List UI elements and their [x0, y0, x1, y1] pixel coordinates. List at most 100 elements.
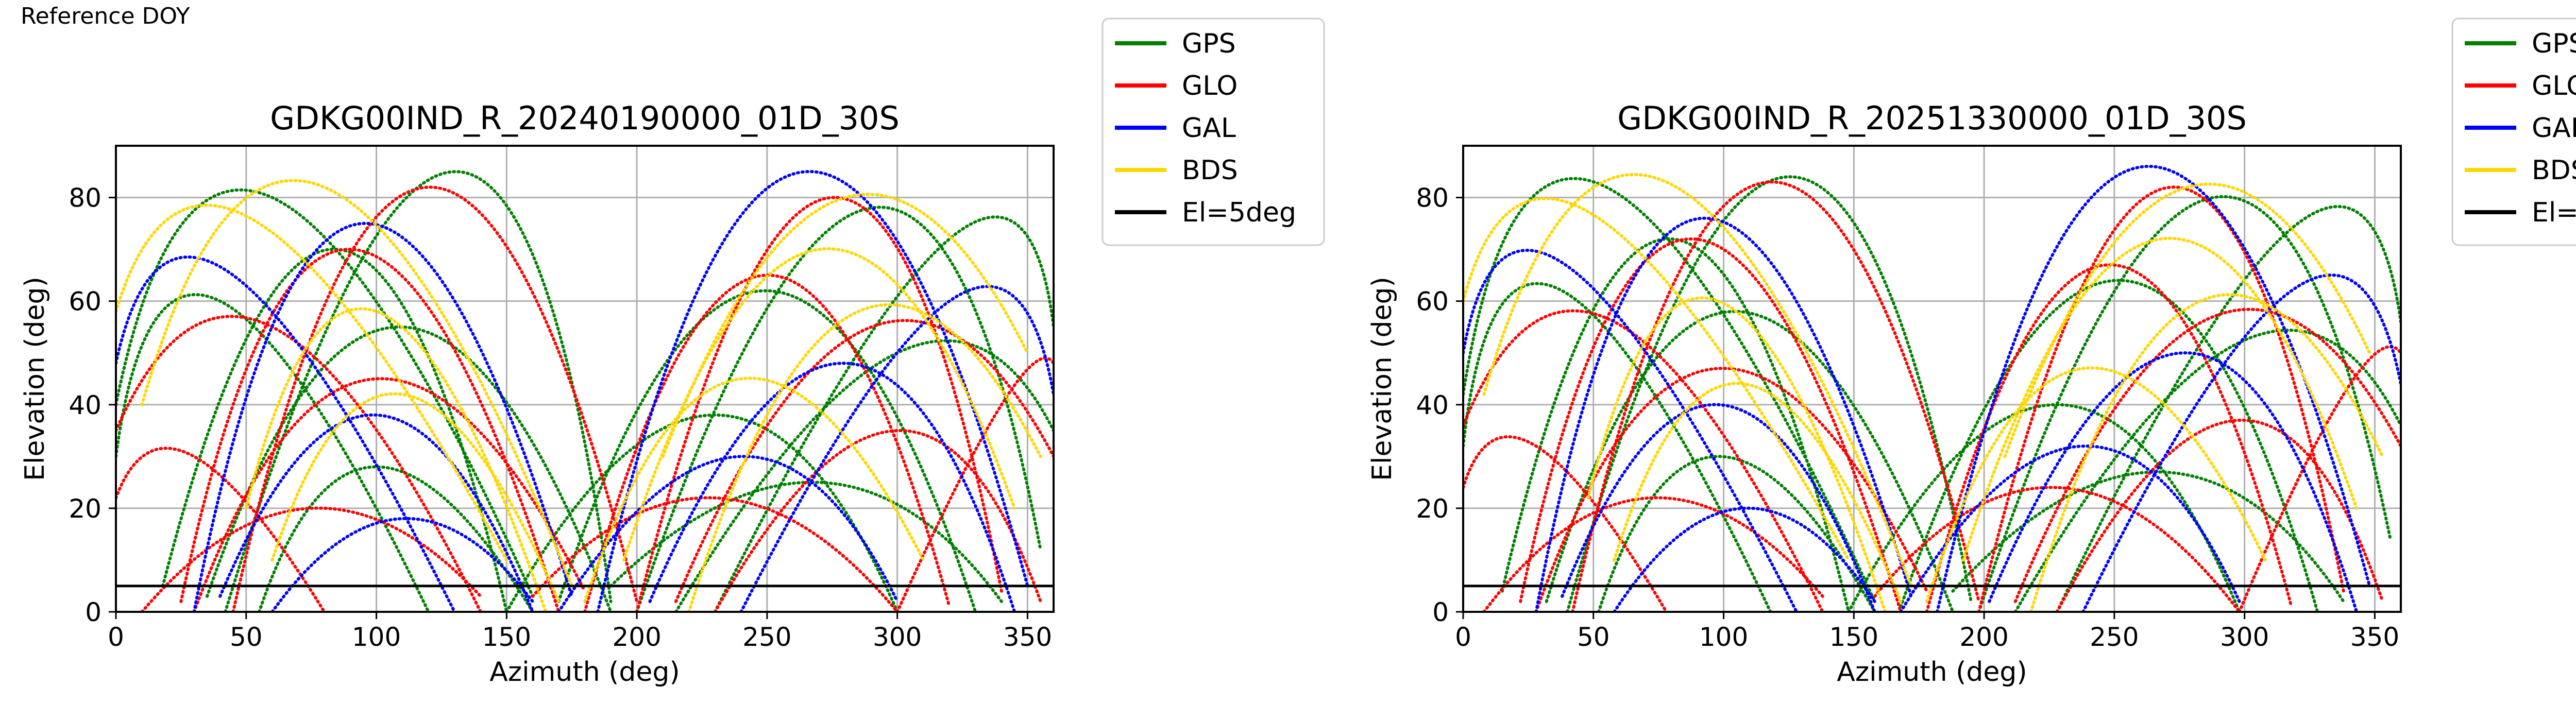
x-tick-label: 0 [108, 622, 124, 652]
track-glo [713, 429, 1042, 612]
track-gal [739, 285, 1054, 612]
track-gal [1561, 403, 1876, 612]
track-gal [192, 221, 573, 612]
track-bds [1961, 236, 2359, 562]
y-tick-label: 60 [1416, 287, 1449, 317]
track-glo [1482, 496, 1824, 612]
track-glo [179, 248, 561, 612]
legend-label: BDS [1182, 155, 1238, 186]
track-bds [244, 307, 548, 612]
track-gps [557, 289, 977, 612]
track-glo [1534, 367, 1928, 612]
track-gps [258, 465, 534, 612]
chart-panel-left: 0 50 100 150 200 250 300 350 0 20 40 60 80 GDKG00IND_… [20, 18, 1325, 688]
x-tick-label: 200 [1959, 622, 2008, 652]
y-tick-label: 40 [1416, 390, 1449, 420]
x-tick-label: 50 [230, 622, 263, 652]
y-tick-label: 80 [69, 183, 101, 213]
x-tick-label: 350 [2350, 622, 2399, 652]
x-axis-label: Azimuth (deg) [1837, 657, 2027, 688]
track-glo [116, 447, 326, 612]
track-glo [2013, 307, 2401, 603]
track-glo [531, 496, 899, 612]
track-gal [1613, 506, 1876, 612]
track-gps [1597, 455, 1876, 612]
y-tick-label: 20 [69, 494, 101, 524]
track-gps [1566, 175, 1973, 612]
track-glo [1873, 486, 2241, 612]
legend-label: GLO [2532, 71, 2576, 101]
legend-label: GPS [2532, 28, 2576, 59]
track-gal [2081, 273, 2401, 612]
legend-label: GAL [1182, 113, 1236, 144]
y-axis-label: Elevation (deg) [1367, 277, 1398, 481]
track-gps [713, 215, 1054, 612]
track-gps [1899, 279, 2319, 612]
track-bds [1482, 173, 1913, 588]
track-glo [635, 196, 1003, 612]
track-gps [1847, 403, 2241, 612]
track-glo [1925, 263, 2293, 612]
track-bds [1613, 382, 1903, 603]
x-tick-label: 100 [352, 622, 401, 652]
legend-box [1101, 18, 1325, 246]
track-bds [116, 203, 509, 562]
track-gal [557, 455, 899, 612]
track-glo [895, 356, 1054, 612]
legend-label: El=5deg [2532, 197, 2576, 228]
track-gal [596, 170, 1029, 612]
x-tick-label: 250 [2090, 622, 2139, 652]
track-bds [583, 376, 925, 603]
track-gal [648, 362, 1016, 612]
legend-box [2451, 18, 2576, 246]
plot-area [116, 170, 1054, 612]
y-tick-label: 0 [1432, 597, 1449, 627]
track-gps [635, 205, 1042, 612]
track-gal [1534, 216, 1913, 612]
y-tick-label: 40 [69, 390, 101, 420]
x-tick-label: 150 [1829, 622, 1878, 652]
track-gps [609, 481, 1003, 603]
x-tick-label: 50 [1577, 622, 1610, 652]
y-tick-label: 20 [1416, 494, 1449, 524]
legend-label: GAL [2532, 113, 2576, 144]
track-gps [1977, 195, 2392, 612]
legend-label: El=5deg [1182, 197, 1296, 228]
track-gps [205, 325, 613, 612]
track-gal [1899, 444, 2241, 612]
track-gps [2055, 205, 2401, 612]
x-axis-label: Azimuth (deg) [489, 657, 680, 688]
x-tick-label: 150 [482, 622, 531, 652]
track-glo [1519, 237, 1903, 612]
y-axis-label: Elevation (deg) [20, 277, 50, 481]
track-gal [116, 255, 456, 612]
track-bds [622, 247, 1016, 562]
axes-frame [1462, 145, 2402, 613]
track-gal [218, 413, 534, 612]
y-tick-label: 0 [85, 597, 101, 627]
track-bds [1925, 366, 2267, 603]
track-gps [1951, 470, 2345, 603]
track-glo [140, 506, 482, 612]
track-bds [687, 303, 1042, 612]
chart-title: GDKG00IND_R_20240190000_01D_30S [270, 99, 900, 137]
x-tick-label: 100 [1699, 622, 1748, 652]
legend-label: GPS [1182, 28, 1236, 59]
x-tick-label: 250 [742, 622, 791, 652]
track-gps [116, 188, 534, 598]
legend-label: GLO [1182, 71, 1238, 101]
x-tick-label: 300 [2220, 622, 2269, 652]
track-glo [1571, 180, 1980, 612]
reference-doy-label: Reference DOY [21, 3, 190, 29]
x-tick-label: 300 [873, 622, 922, 652]
track-glo [1977, 185, 2345, 612]
x-tick-label: 0 [1455, 622, 1471, 652]
legend: GPS GLO GAL BDS El=5deg [1101, 18, 1325, 246]
track-bds [270, 392, 561, 603]
track-bds [2003, 182, 2371, 458]
track-gal [270, 517, 534, 612]
track-glo [192, 377, 586, 612]
track-glo [231, 185, 639, 612]
y-tick-label: 60 [69, 287, 101, 317]
